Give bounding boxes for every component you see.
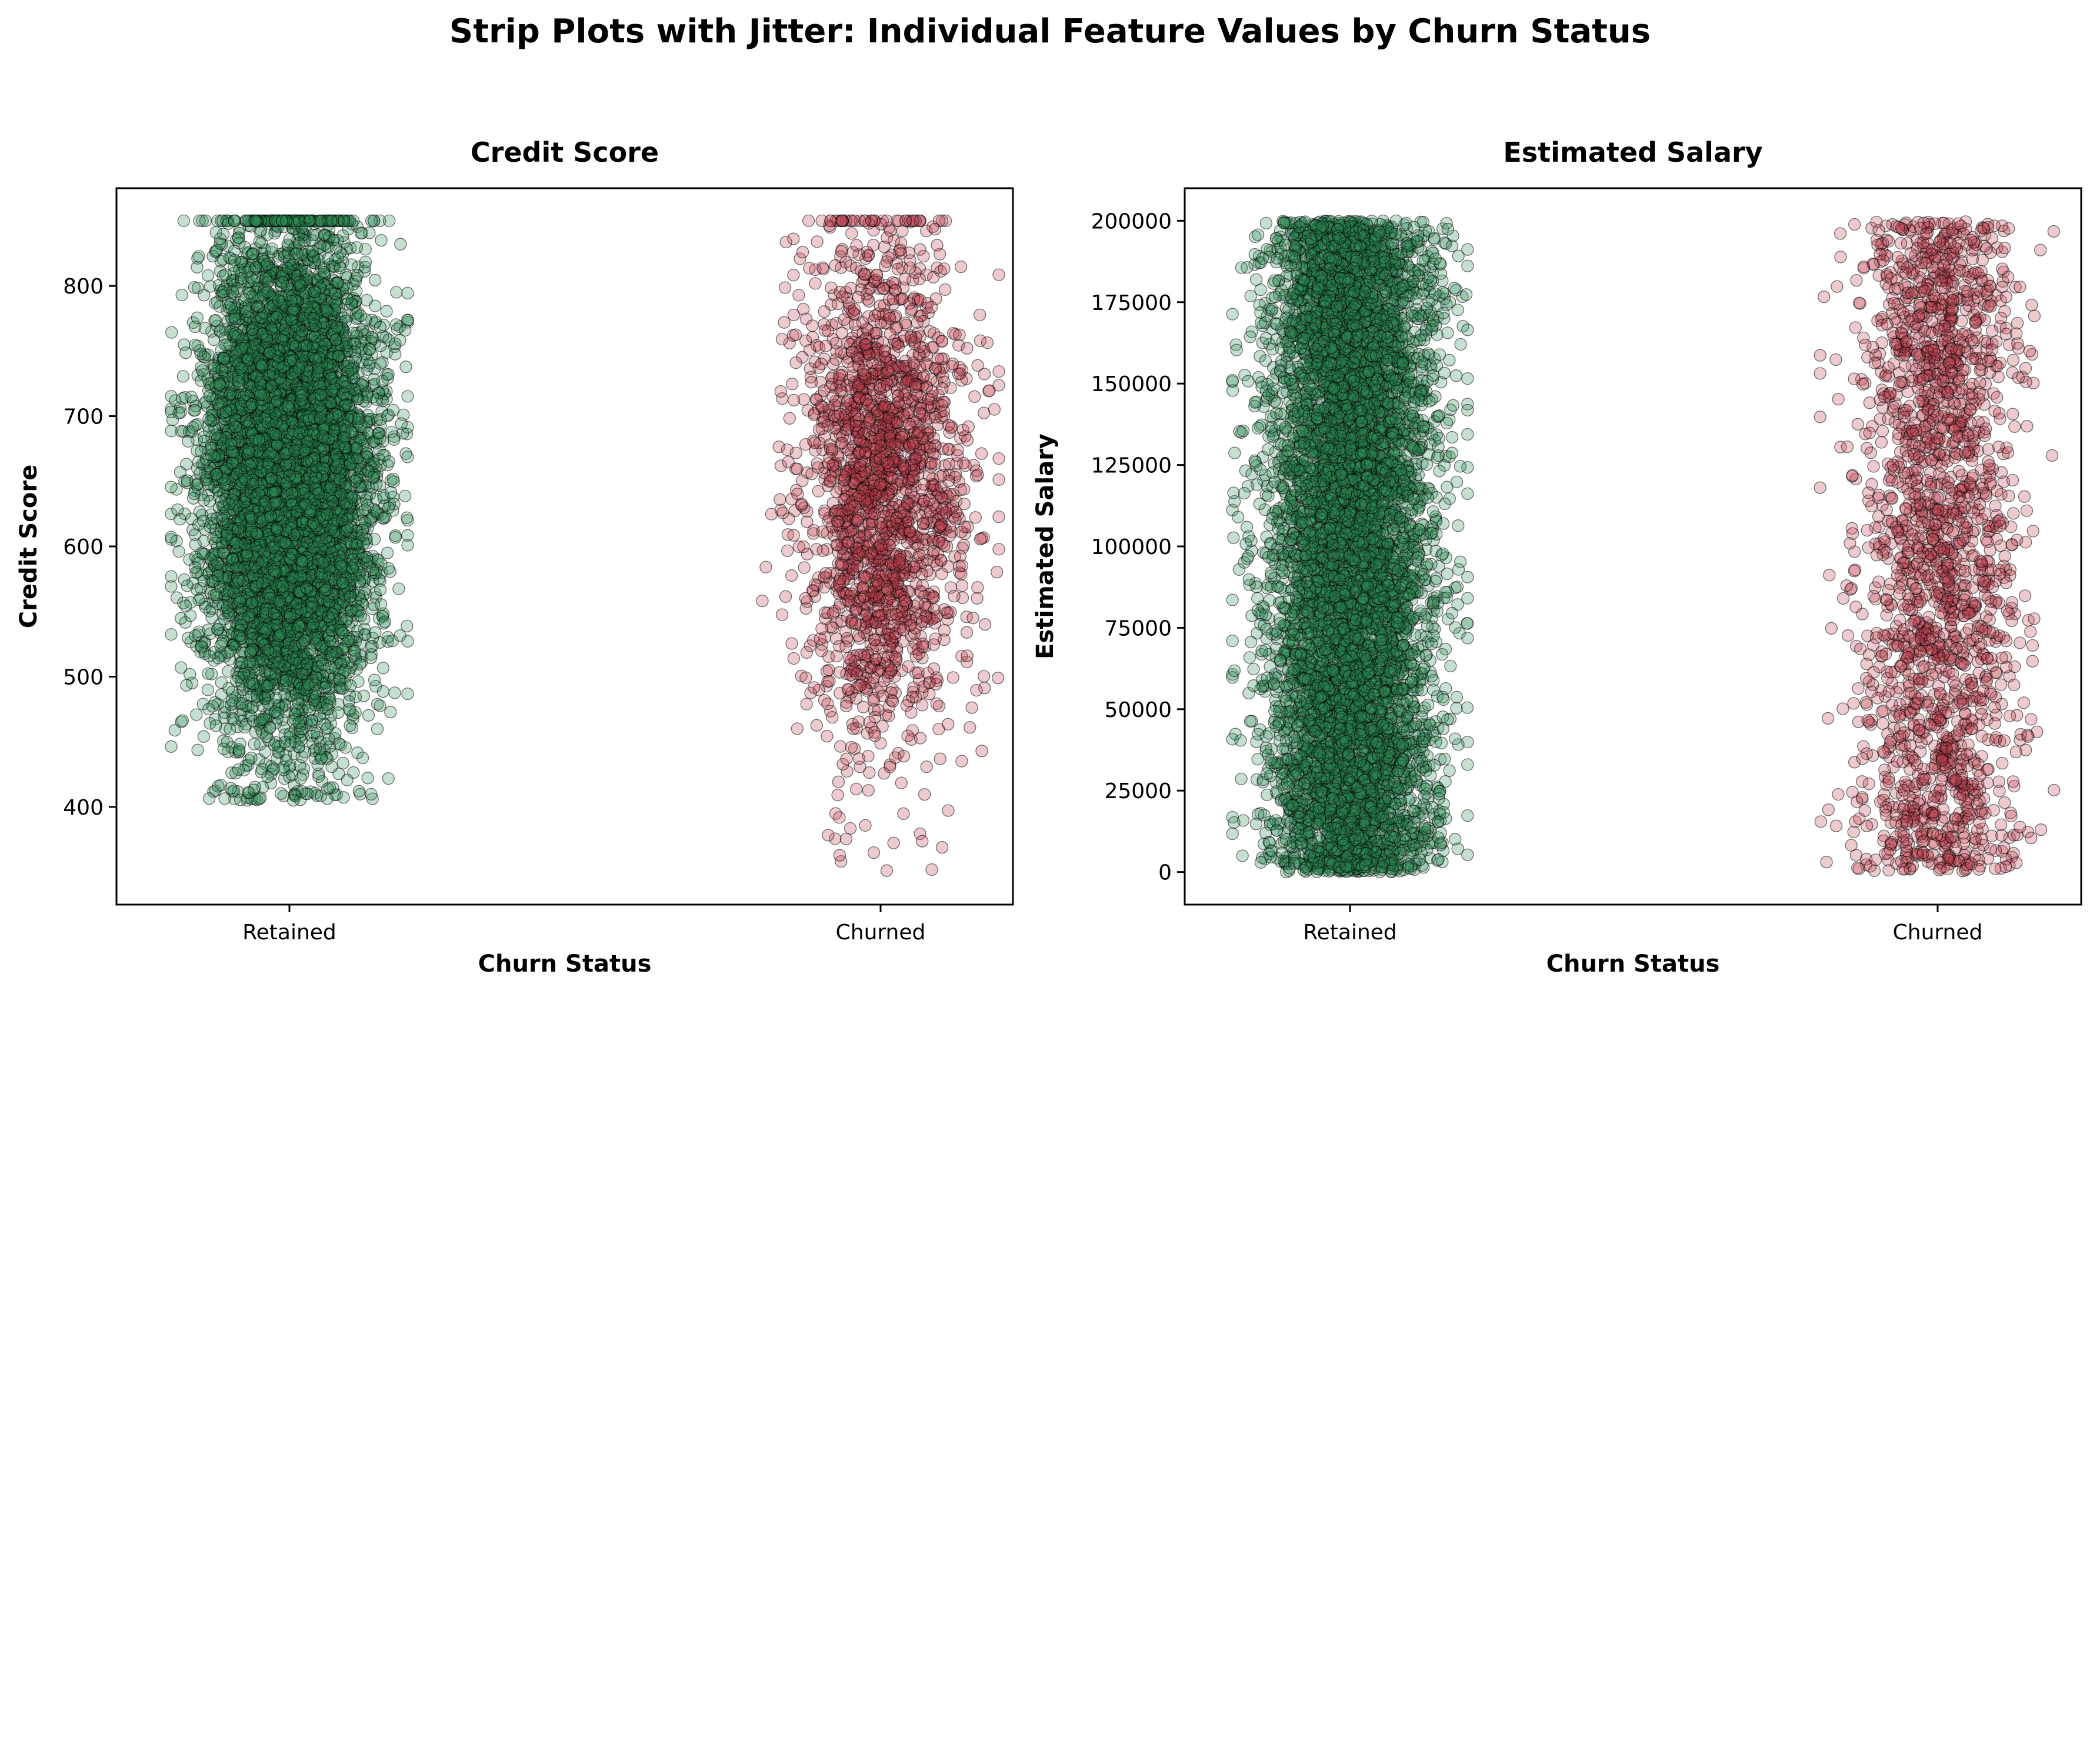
data-point [384, 706, 397, 719]
data-point [202, 792, 216, 805]
data-point [190, 708, 203, 721]
data-point [224, 782, 237, 795]
data-point [201, 683, 215, 696]
data-point [165, 740, 178, 753]
data-point [375, 234, 388, 247]
data-point [344, 719, 356, 732]
data-point [388, 686, 401, 699]
data-point [202, 667, 215, 680]
data-point [218, 792, 231, 805]
data-point [401, 390, 414, 403]
data-point [207, 333, 221, 346]
figure-title: Strip Plots with Jitter: Individual Feat… [449, 12, 1651, 51]
data-point [165, 481, 178, 493]
chart-credit-score-title: Credit Score [471, 136, 659, 168]
data-point [175, 288, 188, 302]
data-point [399, 489, 412, 503]
data-point [368, 673, 381, 686]
data-point [356, 751, 369, 765]
chart-credit-score-points [165, 214, 1005, 877]
data-point [176, 370, 189, 383]
data-point [248, 738, 261, 750]
data-point [177, 214, 190, 228]
data-point [387, 475, 400, 488]
data-point [175, 612, 188, 625]
data-point [394, 238, 407, 251]
data-point [172, 545, 185, 558]
data-point [362, 709, 375, 722]
data-point [165, 570, 178, 583]
data-point [365, 788, 378, 801]
data-point [384, 486, 398, 499]
data-point [337, 791, 350, 804]
data-point [361, 772, 374, 785]
data-point [390, 286, 403, 299]
data-point [224, 723, 236, 736]
data-point [401, 428, 414, 441]
data-point [165, 425, 178, 438]
data-point [376, 662, 390, 675]
data-point [191, 743, 204, 756]
